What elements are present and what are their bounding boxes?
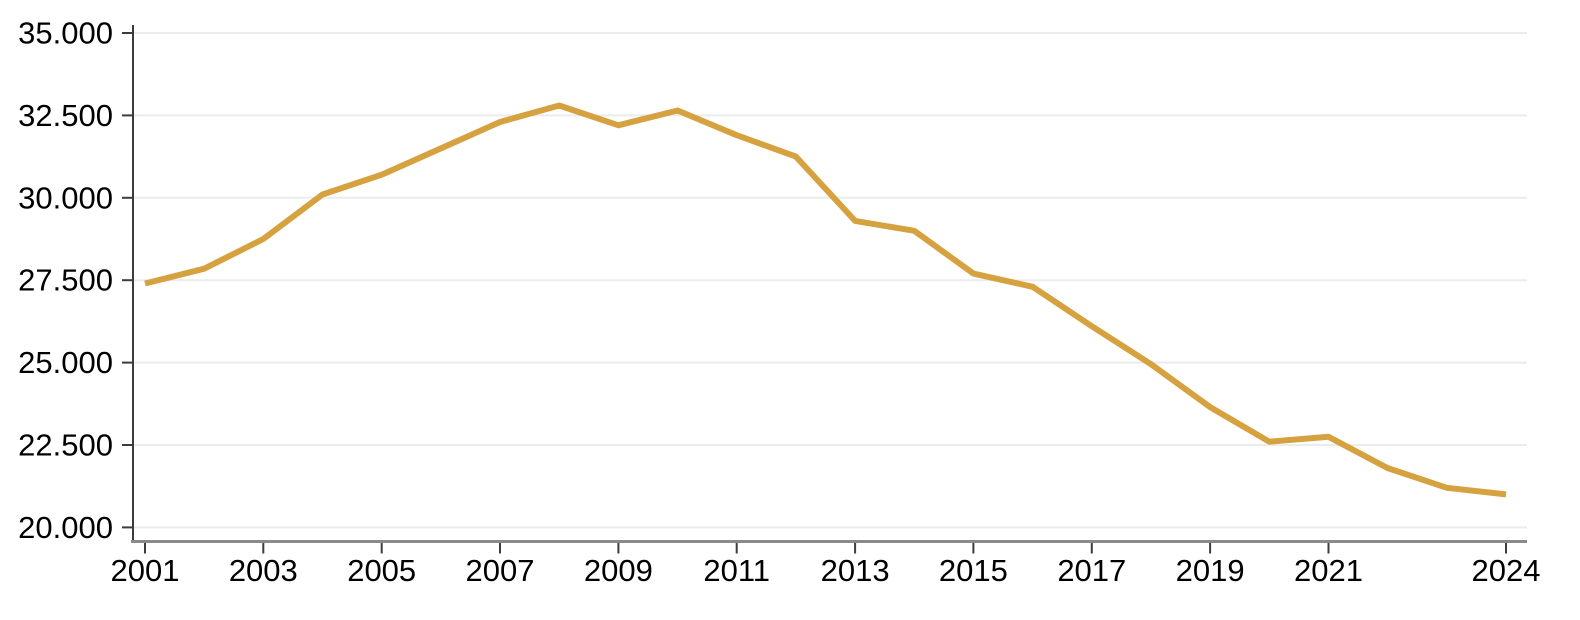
x-axis-label: 2001 <box>111 553 180 588</box>
x-axis-label: 2015 <box>939 553 1008 588</box>
x-axis-label: 2011 <box>703 553 770 588</box>
x-axis-label: 2003 <box>229 553 298 588</box>
y-axis-label: 30.000 <box>18 180 113 215</box>
x-axis-label: 2005 <box>347 553 416 588</box>
y-axis-label: 32.500 <box>18 98 113 133</box>
y-axis-label: 20.000 <box>18 510 113 545</box>
x-axis-label: 2007 <box>466 553 535 588</box>
y-axis-label: 25.000 <box>18 345 113 380</box>
x-axis-label: 2009 <box>584 553 653 588</box>
y-axis-label: 35.000 <box>18 16 113 51</box>
y-axis-label: 27.500 <box>18 263 113 298</box>
x-axis-label: 2017 <box>1057 553 1126 588</box>
x-axis-label: 2013 <box>821 553 890 588</box>
y-axis-label: 22.500 <box>18 428 113 463</box>
x-axis-label: 2024 <box>1472 553 1541 588</box>
x-axis-label: 2019 <box>1176 553 1245 588</box>
data-line <box>144 102 1507 498</box>
x-axis-label: 2021 <box>1294 553 1363 588</box>
